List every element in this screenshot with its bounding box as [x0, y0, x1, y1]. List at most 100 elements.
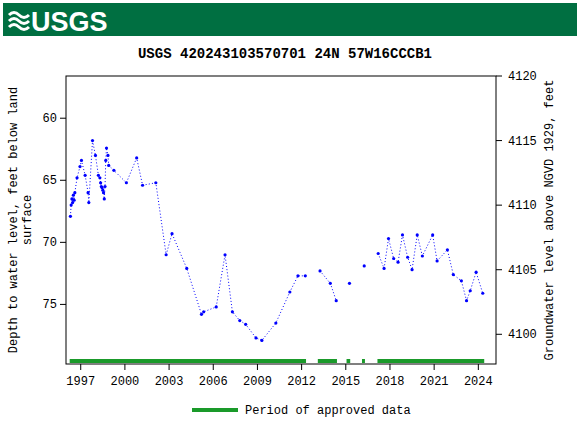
data-point: [431, 233, 434, 236]
data-point: [288, 290, 291, 293]
y-axis-label: surface: [21, 195, 35, 245]
data-point: [254, 336, 257, 339]
data-point: [154, 181, 157, 184]
series-line: [70, 141, 482, 341]
data-point: [348, 282, 351, 285]
x-tick-label: 2012: [287, 375, 316, 389]
x-tick: [478, 364, 479, 370]
x-tick-label: 2003: [155, 375, 184, 389]
data-point: [435, 259, 438, 262]
data-point: [72, 199, 75, 202]
approved-period: [70, 359, 306, 363]
data-point: [223, 253, 226, 256]
data-point: [304, 274, 307, 277]
data-point: [86, 191, 89, 194]
data-point: [274, 321, 277, 324]
data-point: [75, 176, 78, 179]
data-point: [377, 252, 380, 255]
x-tick: [124, 364, 125, 370]
data-point: [446, 248, 449, 251]
x-tick-label: 2015: [331, 375, 360, 389]
legend-label: Period of approved data: [245, 404, 411, 418]
legend: Period of approved data: [192, 404, 411, 418]
y-tick-label: 75: [43, 298, 57, 312]
data-point: [106, 154, 109, 157]
data-point: [185, 267, 188, 270]
title: USGS 420243103570701 24N 57W16CCCB1: [138, 46, 432, 62]
x-tick-label: 2018: [376, 375, 405, 389]
y-tick: [60, 118, 66, 119]
data-point: [107, 164, 110, 167]
x-tick: [389, 364, 390, 370]
data-point: [94, 154, 97, 157]
x-tick: [434, 364, 435, 370]
data-point: [78, 165, 81, 168]
data-point: [363, 264, 366, 267]
y2-tick-label: 4100: [508, 328, 537, 342]
chart: USGS USGS 420243103570701 24N 57W16CCCB1 1…: [0, 0, 580, 430]
approved-period: [377, 359, 484, 363]
data-point: [103, 197, 106, 200]
data-point: [465, 299, 468, 302]
data-point: [170, 232, 173, 235]
x-tick-label: 2006: [199, 375, 228, 389]
data-point: [469, 289, 472, 292]
y2-tick: [496, 269, 502, 270]
plot-area: [69, 139, 485, 363]
data-point: [406, 256, 409, 259]
data-point: [452, 273, 455, 276]
data-point: [244, 323, 247, 326]
data-point: [84, 174, 87, 177]
data-point: [382, 267, 385, 270]
plot-frame: [66, 76, 496, 364]
y2-tick: [496, 76, 502, 77]
data-point: [215, 305, 218, 308]
data-point: [91, 139, 94, 142]
logo-text: USGS: [31, 7, 108, 37]
data-point: [410, 268, 413, 271]
legend-swatch: [192, 408, 238, 412]
data-point: [231, 310, 234, 313]
x-tick-label: 2021: [420, 375, 449, 389]
logo-waves: [9, 13, 29, 30]
approved-period: [362, 359, 365, 363]
data-point: [416, 233, 419, 236]
x-tick-label: 2000: [110, 375, 139, 389]
y-tick-label: 70: [43, 236, 57, 250]
y-tick: [60, 242, 66, 243]
y-tick-label: 65: [43, 174, 57, 188]
data-point: [125, 181, 128, 184]
data-point: [202, 310, 205, 313]
x-tick: [169, 364, 170, 370]
y2-tick-label: 4115: [508, 135, 537, 149]
y-tick-label: 60: [43, 112, 57, 126]
data-point: [99, 181, 102, 184]
x-tick-label: 1997: [66, 375, 95, 389]
data-point: [98, 176, 101, 179]
data-point: [238, 319, 241, 322]
data-point: [392, 257, 395, 260]
data-point: [200, 313, 203, 316]
data-point: [103, 185, 106, 188]
data-point: [73, 191, 76, 194]
data-point: [335, 299, 338, 302]
y2-tick: [496, 140, 502, 141]
x-tick: [257, 364, 258, 370]
x-tick-label: 2009: [243, 375, 272, 389]
data-point: [460, 279, 463, 282]
y2-tick-label: 4110: [508, 199, 537, 213]
y-tick: [60, 180, 66, 181]
header-band: [3, 3, 577, 36]
data-point: [475, 271, 478, 274]
approved-period: [318, 359, 337, 363]
data-point: [135, 156, 138, 159]
data-point: [387, 237, 390, 240]
data-point: [141, 184, 144, 187]
data-point: [318, 269, 321, 272]
y2-tick-label: 4120: [508, 70, 537, 84]
y2-tick-label: 4105: [508, 264, 537, 278]
data-point: [80, 159, 83, 162]
data-point: [105, 146, 108, 149]
approved-period: [347, 359, 351, 363]
data-point: [481, 292, 484, 295]
